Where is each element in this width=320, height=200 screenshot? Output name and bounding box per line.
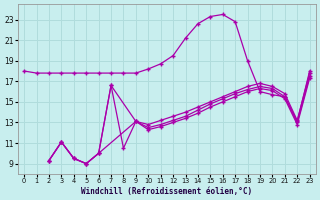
X-axis label: Windchill (Refroidissement éolien,°C): Windchill (Refroidissement éolien,°C) xyxy=(81,187,252,196)
